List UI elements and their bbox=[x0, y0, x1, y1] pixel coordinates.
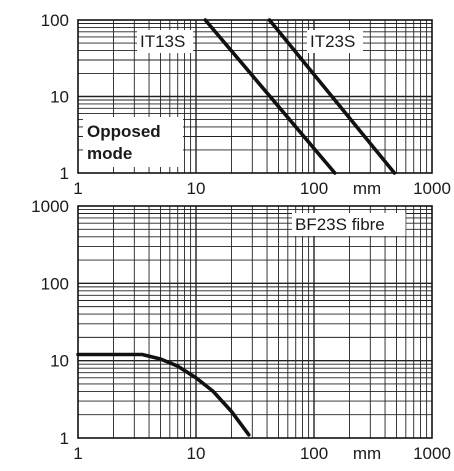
x-tick-label: 100 bbox=[300, 444, 328, 463]
y-tick-label: 10 bbox=[50, 88, 69, 107]
annotation-text: Opposed bbox=[87, 122, 161, 141]
x-tick-label: 10 bbox=[187, 179, 206, 198]
x-tick-label: 1 bbox=[73, 179, 82, 198]
plot-frame bbox=[77, 19, 433, 174]
series-label: IT13S bbox=[140, 32, 185, 51]
y-tick-label: 100 bbox=[41, 274, 69, 293]
x-tick-label: 100 bbox=[300, 179, 328, 198]
y-tick-label: 1000 bbox=[31, 197, 69, 216]
series-label-bg bbox=[292, 213, 406, 236]
series-label: IT23S bbox=[310, 32, 355, 51]
x-tick-label: 10 bbox=[187, 444, 206, 463]
series-line-it23s bbox=[267, 18, 397, 175]
y-tick-label: 10 bbox=[50, 352, 69, 371]
x-tick-label: 1000 bbox=[413, 444, 451, 463]
x-axis-unit-label: mm bbox=[353, 444, 381, 463]
x-tick-label: 1 bbox=[73, 444, 82, 463]
x-axis-unit-label: mm bbox=[353, 179, 381, 198]
series-label-bg bbox=[137, 30, 193, 53]
y-tick-label: 1 bbox=[60, 429, 69, 448]
series-line-it13s bbox=[203, 18, 337, 175]
series-line-bf23s-fibre bbox=[76, 352, 251, 437]
x-tick-label: 1000 bbox=[413, 179, 451, 198]
y-tick-label: 100 bbox=[41, 11, 69, 30]
series-label: BF23S fibre bbox=[295, 215, 385, 234]
annotation-text: mode bbox=[87, 144, 132, 163]
y-tick-label: 1 bbox=[60, 164, 69, 183]
plot-frame bbox=[77, 205, 433, 439]
annotation-bg bbox=[83, 117, 183, 167]
series-label-bg bbox=[307, 30, 363, 53]
